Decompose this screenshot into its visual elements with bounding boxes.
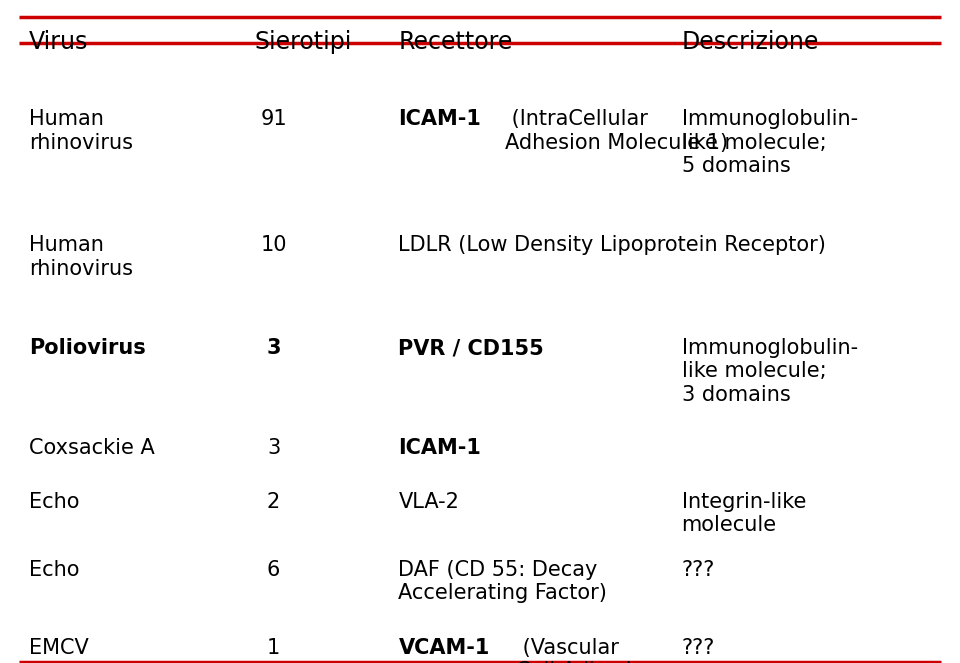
Text: VCAM-1: VCAM-1 xyxy=(398,638,490,658)
Text: Descrizione: Descrizione xyxy=(682,30,819,54)
Text: Integrin-like
molecule: Integrin-like molecule xyxy=(682,492,806,535)
Text: Human
rhinovirus: Human rhinovirus xyxy=(29,109,132,152)
Text: Immunoglobulin-
like molecule;
5 domains: Immunoglobulin- like molecule; 5 domains xyxy=(682,109,857,176)
Text: (Vascular
Cell Adhesion
Molecule): (Vascular Cell Adhesion Molecule) xyxy=(516,638,658,663)
Text: 3: 3 xyxy=(266,338,281,358)
Text: ICAM-1: ICAM-1 xyxy=(398,109,481,129)
Text: 10: 10 xyxy=(260,235,287,255)
Text: Echo: Echo xyxy=(29,560,80,580)
Text: Sierotipi: Sierotipi xyxy=(254,30,351,54)
Text: PVR / CD155: PVR / CD155 xyxy=(398,338,544,358)
Text: 2: 2 xyxy=(267,492,280,512)
Text: EMCV: EMCV xyxy=(29,638,88,658)
Text: Recettore: Recettore xyxy=(398,30,513,54)
Text: Coxsackie A: Coxsackie A xyxy=(29,438,155,457)
Text: 1: 1 xyxy=(267,638,280,658)
Text: LDLR (Low Density Lipoprotein Receptor): LDLR (Low Density Lipoprotein Receptor) xyxy=(398,235,827,255)
Text: 6: 6 xyxy=(267,560,280,580)
Text: Virus: Virus xyxy=(29,30,88,54)
Text: Poliovirus: Poliovirus xyxy=(29,338,146,358)
Text: ICAM-1: ICAM-1 xyxy=(398,438,481,457)
Text: Echo: Echo xyxy=(29,492,80,512)
Text: ???: ??? xyxy=(682,560,715,580)
Text: (IntraCellular
Adhesion Molecule 1): (IntraCellular Adhesion Molecule 1) xyxy=(505,109,729,152)
Text: 3: 3 xyxy=(267,438,280,457)
Text: ???: ??? xyxy=(682,638,715,658)
Text: DAF (CD 55: Decay
Accelerating Factor): DAF (CD 55: Decay Accelerating Factor) xyxy=(398,560,608,603)
Text: Human
rhinovirus: Human rhinovirus xyxy=(29,235,132,278)
Text: VLA-2: VLA-2 xyxy=(398,492,459,512)
Text: Immunoglobulin-
like molecule;
3 domains: Immunoglobulin- like molecule; 3 domains xyxy=(682,338,857,404)
Text: 91: 91 xyxy=(260,109,287,129)
